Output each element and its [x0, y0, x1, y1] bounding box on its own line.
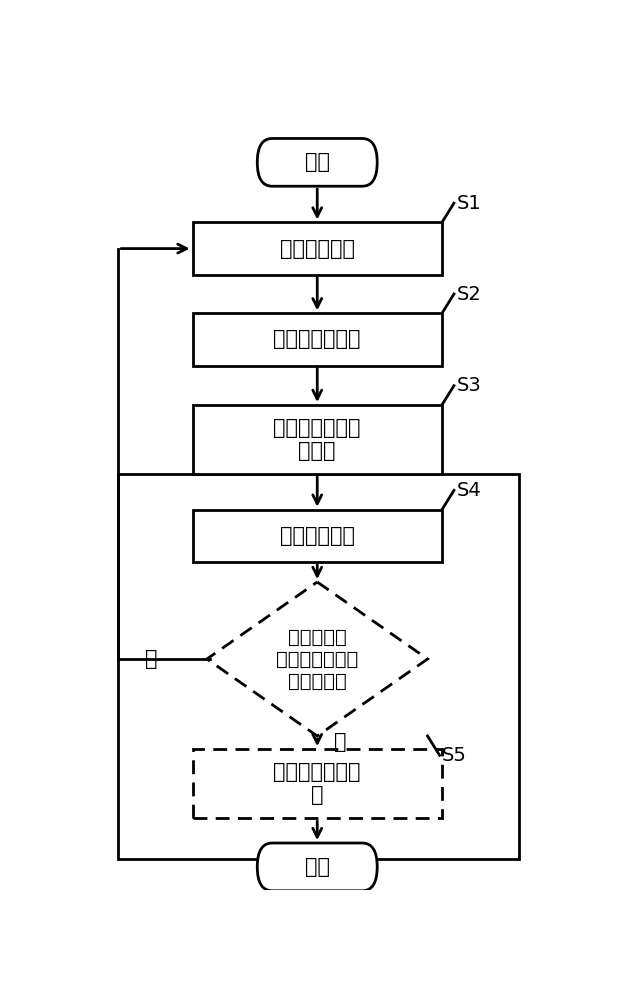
Text: 开始: 开始: [305, 152, 330, 172]
Text: 对待旋转矩阵进
行分块: 对待旋转矩阵进 行分块: [274, 418, 361, 461]
Bar: [193, 405, 442, 474]
Text: 提取原始矩阵: 提取原始矩阵: [280, 239, 355, 259]
Text: 计算左右旋转角: 计算左右旋转角: [274, 329, 361, 349]
Text: 是: 是: [334, 732, 347, 752]
FancyBboxPatch shape: [258, 843, 377, 891]
Bar: [193, 749, 442, 818]
Text: S4: S4: [456, 481, 481, 500]
Bar: [193, 222, 442, 275]
Bar: [118, 474, 519, 859]
Polygon shape: [207, 582, 428, 736]
Text: S3: S3: [456, 376, 481, 395]
Text: S2: S2: [456, 285, 481, 304]
Text: S1: S1: [456, 194, 481, 213]
Text: 进行并行旋转: 进行并行旋转: [280, 526, 355, 546]
FancyBboxPatch shape: [258, 138, 377, 186]
Text: 得到目标旋转矩
阵: 得到目标旋转矩 阵: [274, 762, 361, 805]
Text: 联合对角化
的目标函数是否
达到目标値: 联合对角化 的目标函数是否 达到目标値: [276, 628, 358, 690]
Text: 否: 否: [145, 649, 158, 669]
Text: S5: S5: [442, 746, 467, 765]
Text: 结束: 结束: [305, 857, 330, 877]
Bar: [193, 313, 442, 366]
Bar: [193, 510, 442, 562]
